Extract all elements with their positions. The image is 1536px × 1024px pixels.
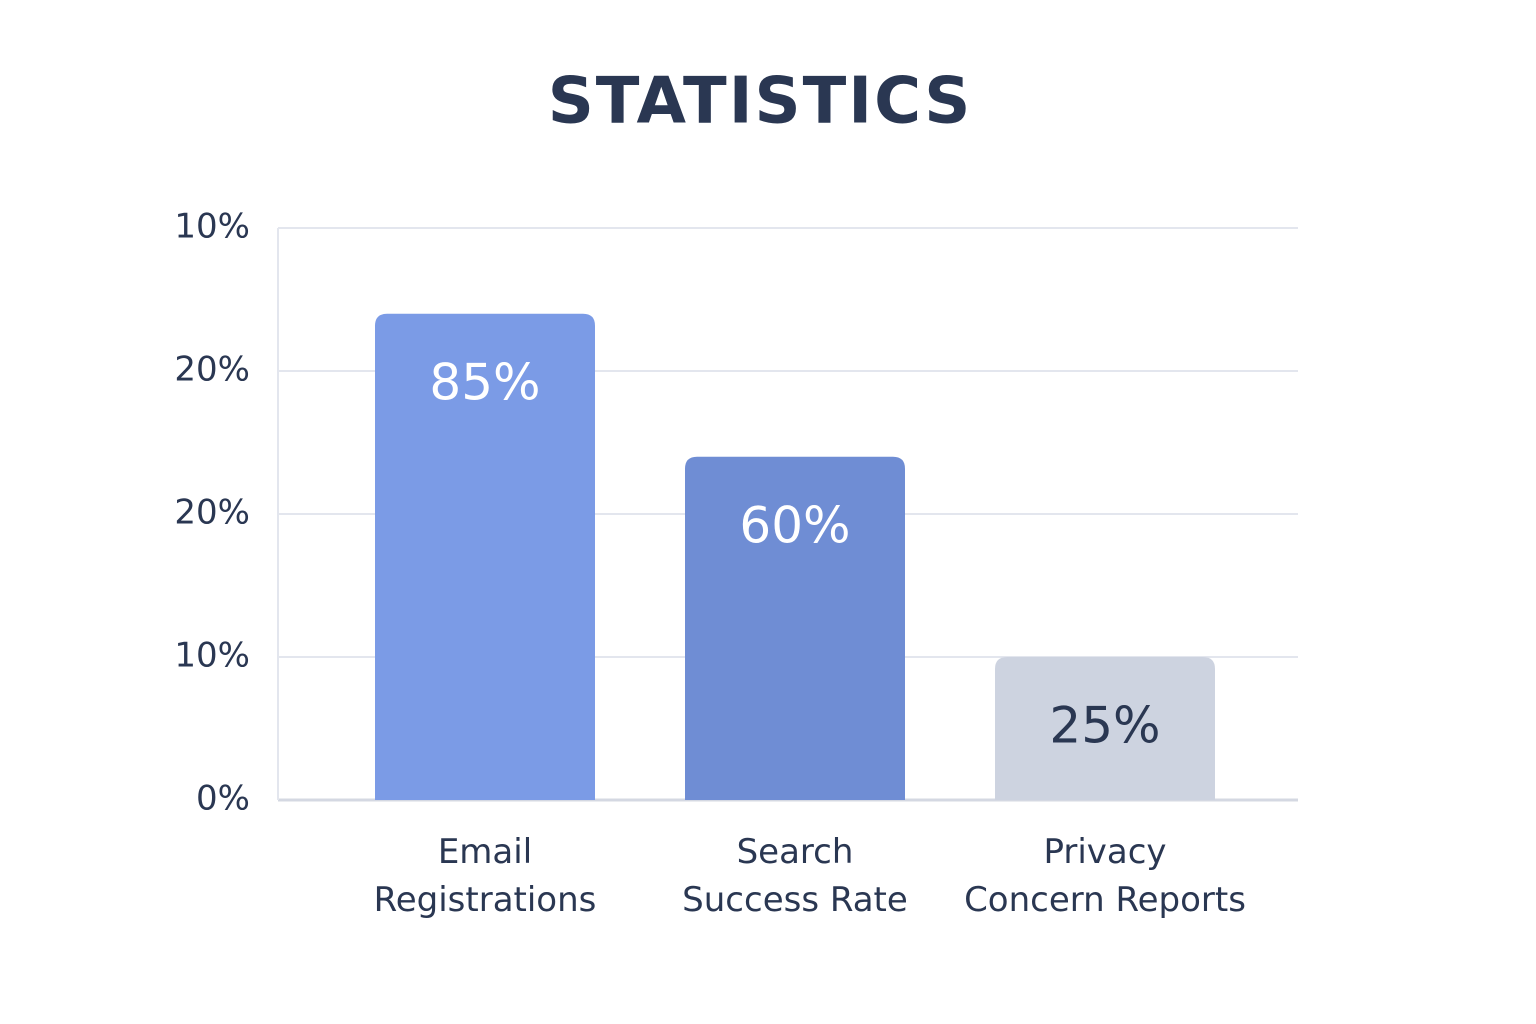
label-line: Email (438, 832, 532, 872)
value-label: 25% (1049, 697, 1160, 755)
y-tick-label: 10% (174, 207, 250, 247)
y-tick-label: 10% (174, 636, 250, 676)
y-tick-label: 20% (174, 350, 250, 390)
x-tick-label: Search Success Rate (682, 832, 908, 920)
label-line: Search (737, 832, 854, 872)
label-line: Success Rate (682, 880, 908, 920)
label-line: Registrations (374, 880, 597, 920)
bar (375, 313, 595, 800)
y-tick-label: 0% (196, 779, 250, 819)
y-tick-label: 20% (174, 493, 250, 533)
bar (685, 456, 905, 800)
value-label: 60% (739, 496, 850, 554)
x-tick-label: Privacy Concern Reports (964, 832, 1246, 920)
bar (995, 657, 1215, 800)
x-tick-label: Email Registrations (374, 832, 597, 920)
label-line: Concern Reports (964, 880, 1246, 920)
chart-title: STATISTICS (548, 65, 973, 139)
value-label: 85% (429, 353, 540, 411)
label-line: Privacy (1043, 832, 1166, 872)
